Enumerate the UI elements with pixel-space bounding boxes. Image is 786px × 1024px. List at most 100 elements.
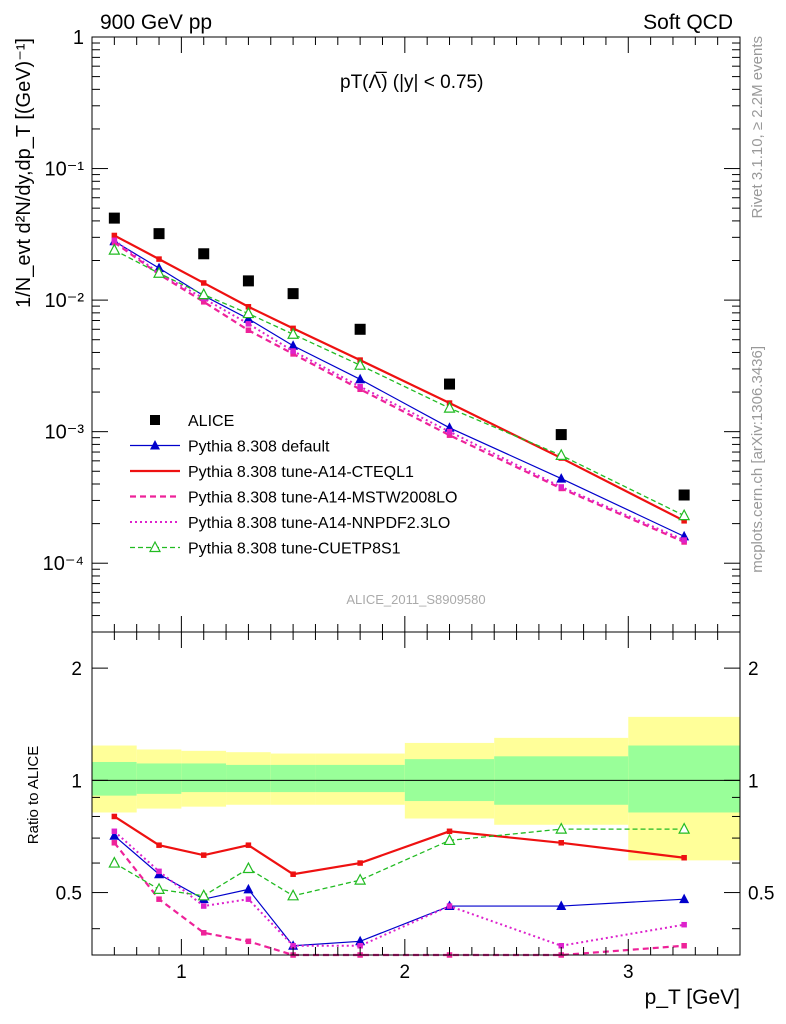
point-nnpdf-4-dot	[290, 348, 296, 354]
point-nnpdf-7-dot	[558, 484, 564, 490]
point-mstw-0-dot	[111, 840, 118, 846]
point-alice-6-square	[444, 378, 456, 390]
point-cteql1-0-dot	[111, 813, 118, 820]
main-y-axis-label: 1/N_evt d²N/dy,dp_T [(GeV)⁻¹]	[13, 38, 35, 308]
point-cuetp-2-open-triangle	[197, 287, 210, 300]
point-alice-4-square	[287, 288, 299, 300]
ratio-series	[108, 813, 691, 958]
band-inner-bin	[628, 745, 740, 813]
point-alice-8-square	[678, 489, 690, 501]
point-mstw-8-dot	[681, 942, 687, 949]
point-cuetp-2-open-triangle	[197, 889, 210, 901]
point-cuetp-4-open-triangle	[287, 889, 300, 901]
legend-item-cuetp: Pythia 8.308 tune-CUETP8S1	[130, 541, 401, 558]
point-default-5-triangle	[355, 935, 366, 946]
point-cteql1-3-dot	[245, 842, 252, 848]
point-nnpdf-5-dot	[357, 942, 363, 949]
header-left: 900 GeV pp	[100, 11, 212, 34]
point-cteql1-2-dot	[200, 280, 207, 286]
point-cteql1-1-dot	[156, 842, 162, 848]
reference-band	[92, 716, 740, 861]
point-cuetp-6-open-triangle	[443, 833, 456, 846]
point-cteql1-1-dot	[156, 256, 162, 262]
series-cuetp	[108, 243, 691, 521]
plot-title-text: pT(Λ̅) (|y| < 0.75)	[340, 72, 483, 93]
point-nnpdf-3-dot	[245, 896, 252, 902]
ratio-y-axis-label: Ratio to ALICE	[25, 746, 42, 844]
point-cuetp-4-open-triangle	[287, 327, 300, 339]
point-cuetp-1-open-triangle	[153, 266, 166, 278]
legend-label-mstw: Pythia 8.308 tune-A14-MSTW2008LO	[188, 490, 457, 507]
point-default-8-triangle	[679, 893, 690, 904]
point-cteql1-5-dot	[357, 860, 363, 866]
legend-item-nnpdf: Pythia 8.308 tune-A14-NNPDF2.3LO	[130, 515, 450, 532]
point-nnpdf-3-dot	[245, 321, 252, 327]
x-tick-label: 2	[400, 962, 411, 983]
main-ytick-label: 10⁻³	[45, 422, 85, 444]
legend: ALICE Pythia 8.308 default Pythia 8.308 tu…	[130, 413, 457, 558]
point-alice-2-square	[198, 248, 210, 260]
ratio-panel: 0.5 0.5 1 1 2 2 1 2 3 Ratio to ALICE p_T [GeV]	[25, 631, 774, 1009]
legend-marker-alice-square	[150, 415, 160, 425]
point-nnpdf-2-dot	[200, 903, 207, 909]
legend-marker-cuetp-open-triangle	[149, 540, 161, 553]
legend-item-mstw: Pythia 8.308 tune-A14-MSTW2008LO	[130, 490, 457, 507]
main-y-tick-labels: 1 10⁻¹ 10⁻² 10⁻³ 10⁻⁴	[43, 27, 85, 575]
header-right: Soft QCD	[643, 11, 733, 34]
point-nnpdf-7-dot	[558, 942, 564, 949]
point-cteql1-8-dot	[681, 518, 687, 524]
point-default-7-triangle	[556, 900, 567, 911]
ratio-axis-ticks	[91, 632, 741, 955]
band-inner-bin	[181, 763, 227, 793]
point-nnpdf-8-dot	[681, 921, 687, 928]
band-inner-bin	[92, 761, 137, 796]
ratio-plot-frame	[91, 631, 741, 956]
point-alice-5-square	[354, 323, 366, 335]
point-cteql1-8-dot	[681, 854, 687, 861]
point-default-7-triangle	[556, 473, 567, 483]
series-cteql1	[111, 813, 687, 877]
main-ytick-label: 10⁻¹	[45, 159, 85, 181]
point-nnpdf-1-dot	[156, 868, 162, 875]
point-alice-7-square	[555, 429, 567, 441]
point-cuetp-3-open-triangle	[242, 861, 255, 874]
band-inner-bin	[315, 764, 405, 793]
ratio-ytick-label-right: 0.5	[748, 884, 774, 905]
band-inner-bin	[136, 763, 182, 794]
point-cteql1-7-dot	[558, 840, 564, 846]
point-nnpdf-6-dot	[446, 428, 453, 435]
series-cuetp	[108, 822, 691, 901]
point-alice-1-square	[153, 228, 165, 240]
point-cuetp-7-open-triangle	[555, 822, 568, 834]
x-tick-label: 1	[176, 962, 187, 983]
point-nnpdf-5-dot	[357, 383, 363, 390]
point-cuetp-8-open-triangle	[678, 508, 691, 521]
ratio-ytick-label-right: 1	[748, 771, 759, 792]
point-alice-3-square	[242, 275, 254, 287]
point-cuetp-0-open-triangle	[108, 856, 121, 868]
band-inner-bin	[226, 764, 271, 793]
ratio-ytick-label-left: 1	[71, 771, 82, 792]
point-nnpdf-0-dot	[111, 237, 118, 244]
point-mstw-6-dot	[446, 432, 453, 438]
main-series	[108, 212, 691, 545]
series-line-cuetp	[114, 828, 685, 897]
band-inner-bin	[270, 764, 316, 793]
main-panel: 1 10⁻¹ 10⁻² 10⁻³ 10⁻⁴ pT(Λ̅) (|y| < 0.75) AL…	[13, 27, 741, 633]
point-mstw-2-dot	[200, 930, 207, 936]
plot-title: pT(Λ̅) (|y| < 0.75)	[340, 72, 483, 93]
series-line-cuetp	[114, 249, 685, 517]
legend-label-nnpdf: Pythia 8.308 tune-A14-NNPDF2.3LO	[188, 515, 450, 532]
point-cuetp-6-open-triangle	[443, 401, 456, 413]
legend-label-default: Pythia 8.308 default	[188, 439, 330, 456]
point-cuetp-5-open-triangle	[354, 358, 367, 370]
legend-item-alice: ALICE	[150, 413, 234, 430]
x-tick-label: 3	[623, 962, 634, 983]
point-mstw-3-dot	[245, 327, 252, 334]
ratio-ytick-label-left: 2	[71, 659, 82, 680]
point-nnpdf-8-dot	[681, 537, 687, 543]
legend-label-cteql1: Pythia 8.308 tune-A14-CTEQL1	[188, 464, 414, 481]
legend-item-cteql1: Pythia 8.308 tune-A14-CTEQL1	[130, 464, 414, 481]
point-cuetp-0-open-triangle	[108, 243, 121, 255]
